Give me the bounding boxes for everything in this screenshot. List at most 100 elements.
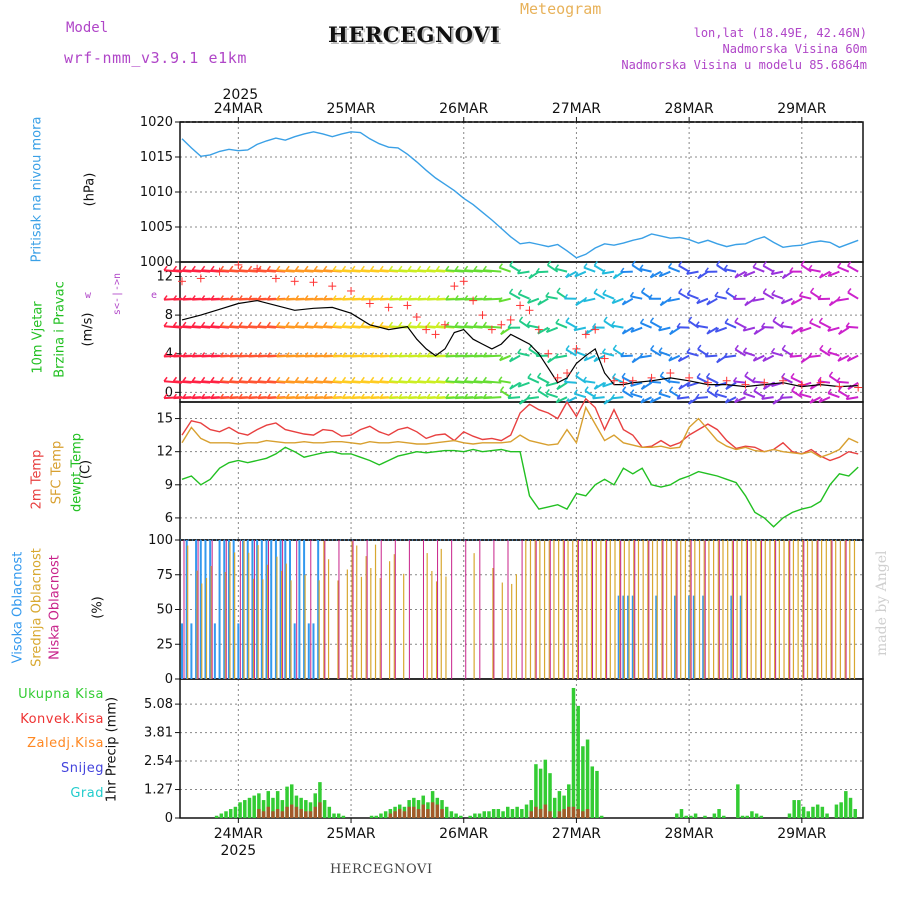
wind-barb-tick bbox=[631, 357, 636, 363]
wind-barb-tick bbox=[696, 372, 701, 378]
model-altitude-info: Nadmorska Visina u modelu 85.6864m bbox=[621, 58, 867, 72]
wind-barb bbox=[622, 389, 634, 399]
wind-barb bbox=[483, 354, 502, 358]
wind-barb-tick bbox=[640, 287, 646, 293]
wind-barb-tick bbox=[601, 269, 606, 275]
precip-total-bar bbox=[285, 786, 289, 818]
wind-barb-tick bbox=[630, 327, 635, 333]
wind-barb bbox=[847, 291, 859, 300]
wind-speed-line bbox=[181, 299, 859, 388]
precip-total-bar bbox=[505, 806, 510, 818]
wind-barb bbox=[753, 390, 765, 399]
wind-barb-tick bbox=[547, 260, 552, 266]
precip-total-bar bbox=[336, 813, 341, 818]
wind-barb-tick bbox=[555, 397, 560, 403]
wind-barb-tick bbox=[323, 393, 328, 399]
precip-conv-bar bbox=[576, 809, 580, 818]
pressure-tick-label: 1000 bbox=[140, 255, 173, 270]
wind-barb bbox=[537, 326, 549, 335]
precip-total-bar bbox=[482, 811, 487, 818]
wind-barb-tick bbox=[435, 393, 440, 399]
wind-barb bbox=[742, 326, 756, 332]
wind-barb-tick bbox=[182, 393, 187, 399]
wind-barb-tick bbox=[360, 376, 365, 382]
wind-barb bbox=[800, 264, 812, 273]
wind-barb-tick bbox=[845, 394, 850, 400]
wind-barb-tick bbox=[762, 261, 767, 267]
wind-barb bbox=[649, 320, 662, 329]
wind-barb bbox=[771, 351, 784, 357]
wind-barb bbox=[837, 266, 850, 273]
wind-barb bbox=[509, 264, 521, 273]
wind-barb-tick bbox=[518, 316, 524, 322]
wind-barb-tick bbox=[463, 321, 469, 327]
wind-barb-tick bbox=[817, 376, 822, 382]
wind-barb-tick bbox=[761, 322, 766, 328]
precip-total-bar bbox=[271, 797, 275, 818]
wind-barb-tick bbox=[789, 267, 794, 273]
wind-barb-tick bbox=[828, 371, 834, 377]
precip-total-bar bbox=[332, 813, 336, 818]
wind-barb-tick bbox=[313, 295, 318, 301]
wind-barb-tick bbox=[500, 386, 505, 392]
precip-total-bar bbox=[745, 815, 749, 818]
wind-barb-tick bbox=[351, 321, 356, 327]
wind-barb bbox=[847, 264, 859, 273]
wind-barb-tick bbox=[498, 297, 503, 302]
wind-barb-tick bbox=[781, 372, 786, 378]
wind-barb-tick bbox=[323, 352, 328, 358]
wind-barb-tick bbox=[313, 352, 318, 358]
wind-barb-tick bbox=[789, 352, 794, 358]
wind-barb bbox=[791, 389, 803, 399]
temperature-tick-label: 12 bbox=[156, 445, 173, 460]
wind-barb-tick bbox=[323, 265, 328, 271]
wind-barb-tick bbox=[706, 300, 711, 306]
wind-barb bbox=[498, 297, 511, 303]
wind-barb-tick bbox=[407, 352, 412, 358]
wind-barb-tick bbox=[172, 295, 178, 301]
wind-barb bbox=[583, 354, 596, 362]
wind-barb-tick bbox=[473, 393, 478, 399]
wind-barb-tick bbox=[742, 388, 748, 394]
temperature-tick-label: 15 bbox=[156, 412, 173, 427]
compass-e: e bbox=[151, 290, 157, 301]
precip-total-bar bbox=[214, 815, 219, 818]
wind-tick-label: 4 bbox=[165, 347, 173, 362]
wind-barb-tick bbox=[592, 323, 597, 328]
wind-barb bbox=[837, 390, 850, 399]
wind-barb bbox=[517, 381, 530, 388]
wind-barb bbox=[667, 297, 680, 303]
wind-barb-tick bbox=[332, 376, 337, 382]
wind-barb-tick bbox=[846, 356, 852, 362]
precip-total-bar bbox=[815, 804, 820, 818]
wind-barb bbox=[695, 324, 709, 329]
wind-barb-tick bbox=[313, 265, 318, 271]
wind-barb-tick bbox=[734, 344, 739, 350]
precip-total-bar bbox=[595, 770, 599, 818]
wind-barb bbox=[790, 376, 803, 384]
wind-barb-tick bbox=[294, 321, 300, 327]
precip-total-bar bbox=[543, 759, 548, 818]
wind-barb-tick bbox=[836, 377, 841, 383]
precip-conv-bar bbox=[548, 811, 552, 818]
precip-conv-bar bbox=[538, 809, 543, 818]
precip-total-bar bbox=[491, 809, 496, 818]
wind-barb-tick bbox=[285, 295, 290, 301]
wind-barb-tick bbox=[285, 376, 290, 382]
wind-barb-tick bbox=[351, 295, 356, 301]
precip-total-bar bbox=[294, 795, 299, 818]
wind-barb-tick bbox=[416, 295, 422, 301]
wind-barb-tick bbox=[294, 376, 300, 382]
wind-barb-tick bbox=[555, 318, 560, 324]
compass-rose: w e s<-|->n bbox=[85, 273, 157, 315]
wind-barb-tick bbox=[507, 323, 512, 329]
precip-total-bar bbox=[529, 800, 533, 818]
precip-tick-label: 0 bbox=[165, 811, 173, 826]
wind-barb-tick bbox=[266, 393, 271, 399]
wind-barb-tick bbox=[547, 357, 552, 363]
wind-barb-tick bbox=[482, 376, 487, 382]
wind-barb bbox=[555, 354, 568, 359]
wind-barb-tick bbox=[219, 393, 224, 399]
wind-barb bbox=[743, 392, 756, 399]
